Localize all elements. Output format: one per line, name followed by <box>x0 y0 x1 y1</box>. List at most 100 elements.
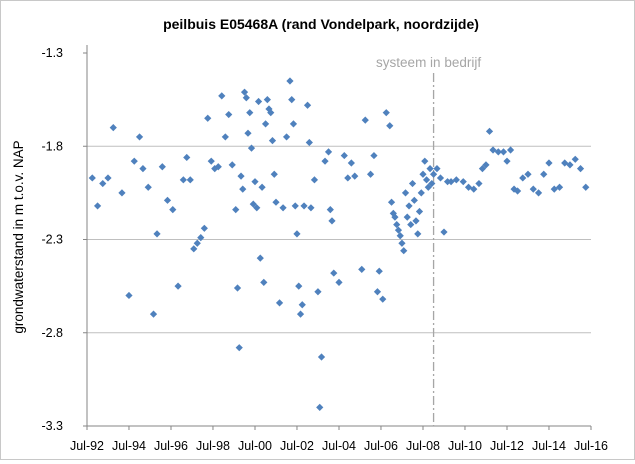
data-point <box>417 189 425 197</box>
data-point <box>232 206 240 214</box>
data-point <box>158 163 166 171</box>
annotation: systeem in bedrijf <box>376 55 481 426</box>
data-point <box>286 77 294 85</box>
data-point <box>400 247 408 255</box>
data-point <box>289 120 298 128</box>
data-point <box>440 228 448 236</box>
x-tick-label: Jul-00 <box>238 439 272 453</box>
data-point <box>295 282 303 290</box>
data-point <box>410 196 418 204</box>
data-point <box>459 178 467 186</box>
x-tick-label: Jul-04 <box>322 439 356 453</box>
data-point <box>296 310 305 318</box>
x-tick-label: Jul-92 <box>70 439 104 453</box>
data-point <box>415 207 424 216</box>
data-point <box>228 161 236 169</box>
data-point <box>387 198 396 206</box>
x-tick-label: Jul-16 <box>574 439 608 453</box>
data-point <box>246 109 254 117</box>
data-point <box>282 133 291 141</box>
data-point <box>221 133 229 141</box>
x-tick-label: Jul-98 <box>196 439 230 453</box>
data-point <box>233 284 242 292</box>
data-point <box>407 220 415 229</box>
data-point <box>186 176 194 184</box>
data-point <box>396 232 404 240</box>
data-point <box>251 178 259 186</box>
data-points <box>88 77 590 411</box>
x-tick-label: Jul-06 <box>364 439 398 453</box>
data-point <box>118 189 126 197</box>
data-point <box>288 96 296 104</box>
data-point <box>88 174 96 182</box>
data-point <box>401 189 410 197</box>
data-point <box>366 170 375 178</box>
data-point <box>566 161 574 169</box>
data-point <box>260 278 268 286</box>
data-point <box>303 101 312 109</box>
data-point <box>478 165 487 173</box>
data-point <box>326 206 334 214</box>
data-point <box>482 161 490 169</box>
data-point <box>197 234 205 242</box>
data-point <box>317 353 326 361</box>
x-tick-labels: Jul-92 Jul-94 Jul-96 Jul-98 Jul-00 Jul-02 Jul-… <box>70 439 608 453</box>
data-point <box>207 157 215 165</box>
data-point <box>93 202 102 210</box>
data-point <box>452 176 460 184</box>
data-point <box>373 288 382 296</box>
data-point <box>190 245 198 253</box>
data-point <box>240 88 249 96</box>
data-point <box>169 206 177 214</box>
data-point <box>293 230 301 238</box>
data-point <box>139 165 147 173</box>
data-point <box>225 110 233 119</box>
data-point <box>247 144 256 152</box>
y-tick-label: -1.3 <box>41 46 63 60</box>
data-point <box>328 217 336 225</box>
data-point <box>398 239 406 247</box>
x-tick-label: Jul-96 <box>154 439 188 453</box>
data-point <box>340 151 348 160</box>
chart-title: peilbuis E05468A (rand Vondelpark, noord… <box>163 16 479 32</box>
data-point <box>424 183 432 191</box>
data-point <box>324 148 333 156</box>
data-point <box>485 127 494 135</box>
data-point <box>428 179 436 188</box>
data-point <box>183 153 191 162</box>
data-point <box>470 185 478 193</box>
data-point <box>391 213 399 221</box>
data-point <box>419 170 427 178</box>
data-point <box>99 179 107 188</box>
data-point <box>104 174 112 182</box>
data-point <box>351 172 359 180</box>
data-point <box>347 159 355 167</box>
data-point <box>179 176 187 184</box>
y-tick-labels: -1.3 -1.8 -2.3 -2.8 -3.3 <box>41 46 63 433</box>
data-point <box>335 278 343 286</box>
data-point <box>316 403 324 411</box>
data-point <box>408 179 417 188</box>
data-point <box>279 204 287 212</box>
data-point <box>144 183 152 191</box>
data-point <box>534 189 543 197</box>
annotation-label: systeem in bedrijf <box>376 55 481 70</box>
data-point <box>237 172 245 180</box>
data-point <box>358 265 366 273</box>
data-point <box>261 120 270 128</box>
data-point <box>256 254 264 262</box>
data-point <box>382 109 390 117</box>
data-point <box>275 299 284 307</box>
data-point <box>506 146 515 154</box>
data-point <box>344 174 352 182</box>
data-point <box>582 183 590 191</box>
data-point <box>421 157 429 165</box>
data-point <box>475 179 483 188</box>
data-point <box>379 295 387 303</box>
data-point <box>576 165 585 173</box>
data-point <box>499 148 508 156</box>
data-point <box>403 213 411 221</box>
data-point <box>305 138 313 147</box>
data-point <box>239 185 247 193</box>
